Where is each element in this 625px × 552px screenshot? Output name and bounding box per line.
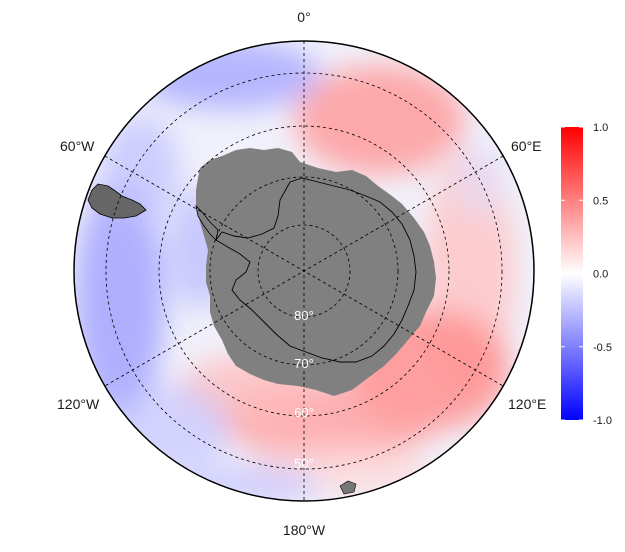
lon-label-60e: 60°E [511, 138, 542, 154]
lon-label-120e: 120°E [508, 396, 546, 412]
lon-label-60w: 60°W [60, 138, 95, 154]
colorbar-tick-label: 0.5 [593, 195, 608, 207]
colorbar-tick-label: -0.5 [593, 342, 612, 354]
colorbar: 1.0 0.5 0.0 -0.5 -1.0 [561, 122, 612, 427]
graticule-circle-60s [158, 125, 450, 417]
lat-label-50: 50° [294, 456, 314, 471]
lat-label-60: 60° [294, 405, 314, 420]
antarctica-coastline [215, 177, 417, 363]
graticule [104, 41, 504, 501]
lon-label-120w: 120°W [57, 396, 100, 412]
sub-antarctic-island [339, 480, 357, 495]
meridian-60e-120w [104, 155, 504, 387]
colorbar-tick-label: -1.0 [593, 415, 612, 427]
lat-label-70: 70° [294, 356, 314, 371]
antarctic-peninsula-coast [195, 204, 219, 241]
colorbar-gradient [561, 127, 583, 420]
colorbar-tick-label: 1.0 [593, 122, 608, 134]
colorbar-tick-label: 0.0 [593, 269, 608, 281]
lon-label-0: 0° [297, 9, 310, 25]
map-boundary [73, 40, 535, 502]
lon-label-180w: 180°W [283, 522, 326, 538]
lat-label-80: 80° [294, 308, 314, 323]
colorbar-ticks: 1.0 0.5 0.0 -0.5 -1.0 [561, 122, 612, 427]
graticule-circle-70s [209, 176, 399, 366]
south-america-landmass [87, 183, 147, 219]
